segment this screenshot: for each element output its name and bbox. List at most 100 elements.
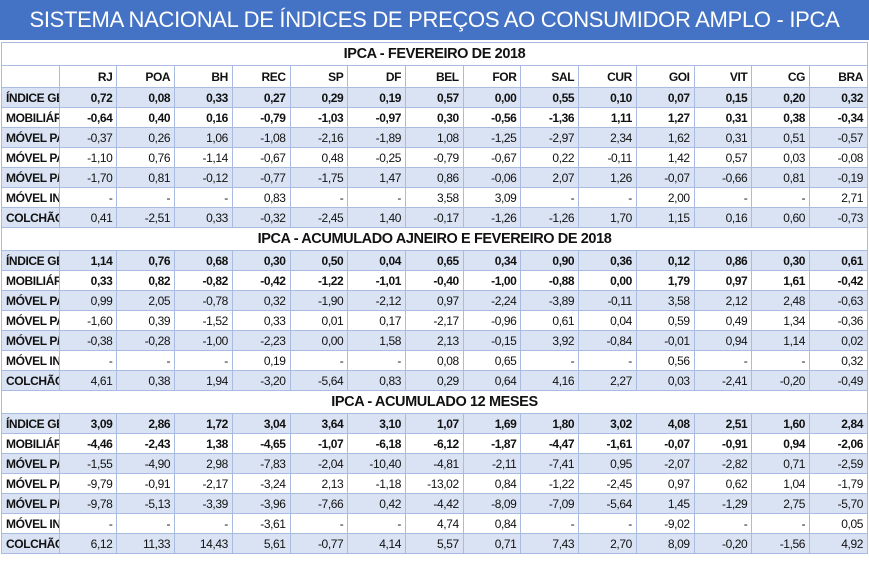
table-cell: -0,77 bbox=[289, 533, 349, 554]
table-cell: -4,90 bbox=[116, 453, 176, 474]
table-cell: -1,60 bbox=[58, 310, 118, 331]
table-cell: 1,72 bbox=[174, 413, 233, 434]
table-cell: 2,71 bbox=[809, 187, 868, 208]
table-cell: 11,33 bbox=[116, 533, 176, 554]
table-cell: -0,08 bbox=[809, 147, 868, 168]
row-label: ÍNDICE GERAL bbox=[1, 87, 60, 108]
table-cell: 0,86 bbox=[693, 250, 753, 271]
table-cell: 2,51 bbox=[693, 413, 753, 434]
table-cell: -2,45 bbox=[289, 207, 349, 228]
table-cell: - bbox=[693, 513, 753, 534]
table-cell: - bbox=[58, 350, 118, 371]
table-cell: -4,47 bbox=[520, 433, 580, 454]
table-cell: 0,16 bbox=[693, 207, 753, 228]
table-cell: 8,09 bbox=[635, 533, 695, 554]
table-cell: 1,26 bbox=[578, 167, 637, 188]
table-cell: 0,57 bbox=[405, 87, 464, 108]
table-cell: -2,06 bbox=[809, 433, 868, 454]
table-cell: -13,02 bbox=[405, 473, 464, 494]
table-cell: 1,70 bbox=[578, 207, 637, 228]
table-cell: - bbox=[174, 513, 233, 534]
table-cell: 4,14 bbox=[347, 533, 407, 554]
table-row: MOBILIÁRIO-0,640,400,16-0,79-1,03-0,970,… bbox=[1, 107, 868, 128]
table-cell: -0,32 bbox=[231, 207, 291, 228]
table-cell: 0,82 bbox=[116, 270, 176, 291]
table-cell: 1,11 bbox=[578, 107, 637, 128]
table-cell: 2,05 bbox=[116, 290, 176, 311]
section-heading-row: IPCA - ACUMULADO 12 MESES bbox=[1, 390, 868, 414]
table-row: MÓVEL PARA SALA0,992,05-0,780,32-1,90-2,… bbox=[1, 290, 868, 311]
table-cell: -0,64 bbox=[58, 107, 118, 128]
table-cell: 1,60 bbox=[751, 413, 811, 434]
table-cell: 4,16 bbox=[520, 370, 580, 391]
table-cell: 1,14 bbox=[751, 330, 811, 351]
row-label: MOBILIÁRIO bbox=[1, 270, 60, 291]
table-cell: 0,04 bbox=[347, 250, 407, 271]
table-cell: 3,09 bbox=[58, 413, 118, 434]
table-cell: -1,61 bbox=[578, 433, 637, 454]
table-cell: 0,71 bbox=[751, 453, 811, 474]
table-cell: 7,43 bbox=[520, 533, 580, 554]
table-cell: - bbox=[347, 187, 407, 208]
section-heading-row: IPCA - FEVEREIRO DE 2018 bbox=[1, 42, 868, 66]
table-cell: 0,33 bbox=[58, 270, 118, 291]
column-header: BEL bbox=[405, 65, 464, 88]
table-cell: -2,11 bbox=[462, 453, 522, 474]
table-cell: 2,00 bbox=[635, 187, 695, 208]
table-cell: -1,56 bbox=[751, 533, 811, 554]
table-cell: -2,23 bbox=[231, 330, 291, 351]
table-cell: -0,17 bbox=[405, 207, 464, 228]
table-cell: - bbox=[578, 513, 637, 534]
row-label: MÓVEL PARA SALA bbox=[1, 290, 60, 311]
table-cell: 0,08 bbox=[405, 350, 464, 371]
column-header: BRA bbox=[809, 65, 868, 88]
table-cell: -2,51 bbox=[116, 207, 176, 228]
table-cell: - bbox=[751, 350, 811, 371]
table-cell: 0,29 bbox=[405, 370, 464, 391]
table-cell: 1,08 bbox=[405, 127, 464, 148]
table-cell: 0,81 bbox=[751, 167, 811, 188]
table-cell: -2,59 bbox=[809, 453, 868, 474]
table-cell: -0,36 bbox=[809, 310, 868, 331]
table-cell: 0,33 bbox=[174, 207, 233, 228]
table-cell: -0,67 bbox=[462, 147, 522, 168]
table-cell: 0,99 bbox=[58, 290, 118, 311]
table-cell: -2,43 bbox=[116, 433, 176, 454]
table-cell: -0,78 bbox=[174, 290, 233, 311]
table-cell: -0,63 bbox=[809, 290, 868, 311]
table-cell: 0,16 bbox=[174, 107, 233, 128]
table-cell: -0,56 bbox=[462, 107, 522, 128]
column-header-row: RJ POA BH REC SP DF BEL FOR SAL CUR GOI VIT CG BRA bbox=[1, 65, 868, 88]
table-cell: 0,02 bbox=[809, 330, 868, 351]
table-cell: 1,40 bbox=[347, 207, 407, 228]
table-cell: - bbox=[520, 513, 580, 534]
table-cell: -7,83 bbox=[231, 453, 291, 474]
table-cell: 1,58 bbox=[347, 330, 407, 351]
table-cell: 0,39 bbox=[116, 310, 176, 331]
table-cell: 0,29 bbox=[289, 87, 349, 108]
table-cell: 2,13 bbox=[405, 330, 464, 351]
table-row: MÓVEL INFANTIL----3,61--4,740,84---9,02-… bbox=[1, 513, 868, 534]
table-cell: -0,20 bbox=[693, 533, 753, 554]
table-row: ÍNDICE GERAL0,720,080,330,270,290,190,57… bbox=[1, 87, 868, 108]
table-cell: - bbox=[289, 513, 349, 534]
table-cell: 2,13 bbox=[289, 473, 349, 494]
table-cell: -7,66 bbox=[289, 493, 349, 514]
table-cell: 0,41 bbox=[58, 207, 118, 228]
table-cell: 0,08 bbox=[116, 87, 176, 108]
table-cell: 0,30 bbox=[751, 250, 811, 271]
table-cell: -1,90 bbox=[289, 290, 349, 311]
table-cell: -0,84 bbox=[578, 330, 637, 351]
table-cell: 0,71 bbox=[462, 533, 522, 554]
table-cell: 0,22 bbox=[520, 147, 580, 168]
table-cell: -0,57 bbox=[809, 127, 868, 148]
table-cell: 1,42 bbox=[635, 147, 695, 168]
table-cell: -1,07 bbox=[289, 433, 349, 454]
table-cell: 2,98 bbox=[174, 453, 233, 474]
table-cell: -1,14 bbox=[174, 147, 233, 168]
table-cell: 3,10 bbox=[347, 413, 407, 434]
table-cell: 0,90 bbox=[520, 250, 580, 271]
table-cell: 3,64 bbox=[289, 413, 349, 434]
table-cell: - bbox=[578, 350, 637, 371]
table-cell: 0,83 bbox=[231, 187, 291, 208]
